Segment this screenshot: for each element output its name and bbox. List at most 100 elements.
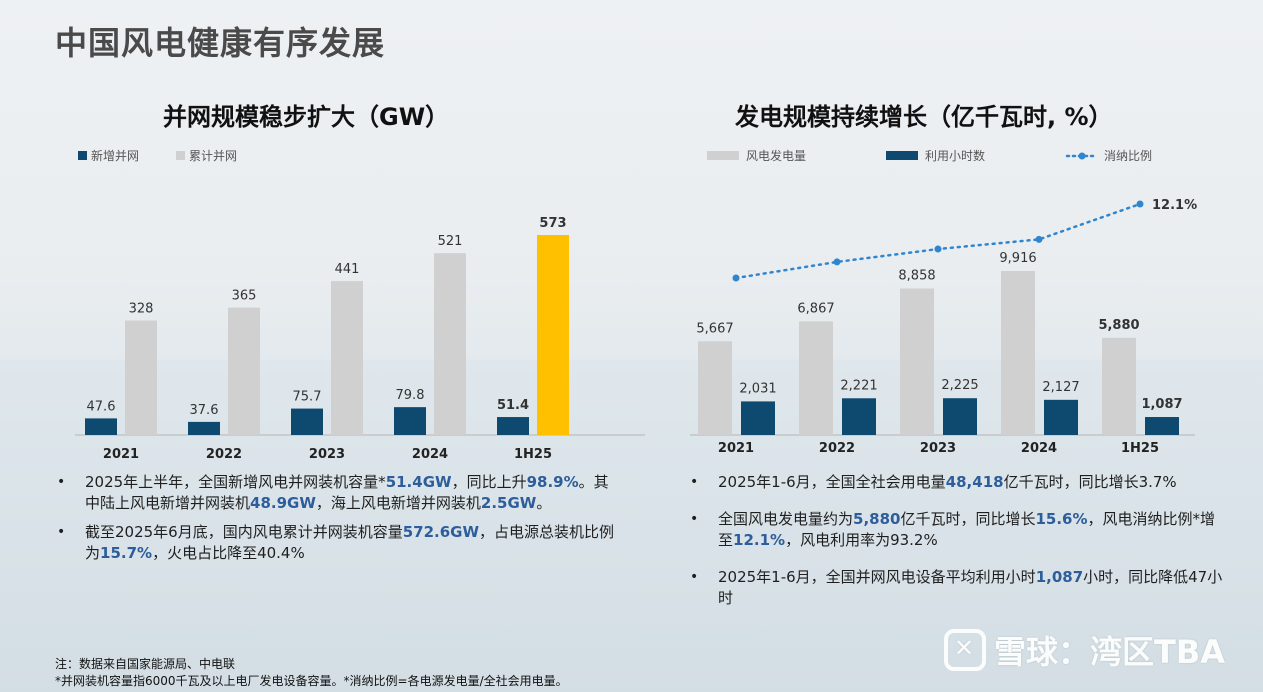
- label-hours-2023: 2,225: [941, 378, 978, 393]
- bullet-item: 截至2025年6月底，国内风电累计并网装机容量572.6GW，占电源总装机比例为…: [55, 522, 615, 564]
- label-cumulative-1H25: 573: [539, 216, 566, 231]
- bullet-item: 2025年1-6月，全国并网风电设备平均利用小时1,087小时，同比降低47小时: [688, 567, 1223, 609]
- highlight-value: 15.6%: [1035, 510, 1088, 528]
- label-cumulative-2021: 328: [129, 302, 154, 317]
- right-chart: 风电发电量 利用小时数 消纳比例 5,667 2,031 2021 6,867 2,221 20…: [690, 148, 1197, 456]
- bullet-item: 全国风电发电量约为5,880亿千瓦时，同比增长15.6%，风电消纳比例*增至12…: [688, 509, 1223, 551]
- bullet-text: 亿千瓦时，同比增长3.7%: [1003, 473, 1177, 491]
- label-cumulative-2024: 521: [438, 234, 463, 249]
- label-hours-1H25: 1,087: [1141, 397, 1182, 412]
- legend-swatch-hours: [886, 151, 918, 160]
- highlight-value: 1,087: [1035, 568, 1084, 586]
- label-new-2023: 75.7: [293, 390, 322, 405]
- xueqiu-logo-icon: [944, 629, 986, 671]
- bar-generation-2021: [698, 341, 732, 435]
- bar-cumulative-2022: [228, 307, 260, 435]
- page-title: 中国风电健康有序发展: [55, 24, 386, 62]
- x-tick-2024: 2024: [1021, 441, 1057, 456]
- label-generation-2023: 8,858: [898, 268, 935, 283]
- highlight-value: 98.9%: [526, 473, 579, 491]
- line-ratio: [734, 202, 1142, 280]
- bar-new-1H25: [497, 417, 529, 435]
- bullet-text: 。其中陆上风电新增并网装机: [85, 473, 609, 512]
- bar-new-2023: [291, 408, 323, 435]
- label-generation-2021: 5,667: [696, 321, 733, 336]
- highlight-value: 48.9GW: [250, 494, 316, 512]
- x-tick-2023: 2023: [920, 441, 956, 456]
- bar-new-2022: [188, 421, 220, 435]
- legend-label-cumulative: 累计并网: [189, 149, 237, 163]
- x-tick-2024: 2024: [412, 447, 448, 462]
- legend-label-new: 新增并网: [91, 148, 139, 163]
- label-new-2024: 79.8: [396, 388, 425, 403]
- point-ratio-2023: [934, 245, 942, 253]
- label-generation-2022: 6,867: [797, 301, 834, 316]
- legend-swatch-new: [78, 151, 87, 160]
- watermark-text: 雪球：湾区TBA: [994, 633, 1225, 671]
- right-bullet-list: 2025年1-6月，全国全社会用电量48,418亿千瓦时，同比增长3.7% 全国风…: [688, 472, 1223, 609]
- bullet-text: 。: [536, 494, 552, 512]
- label-hours-2021: 2,031: [739, 381, 776, 396]
- x-tick-1H25: 1H25: [1121, 441, 1159, 456]
- point-ratio-1H25: [1136, 200, 1144, 208]
- highlight-value: 2.5GW: [480, 494, 537, 512]
- footnote-definitions: *并网装机容量指6000千瓦及以上电厂发电设备容量。*消纳比例=各电源发电量/全…: [55, 674, 568, 688]
- x-tick-2022: 2022: [819, 441, 855, 456]
- bullet-text: ，风电利用率为93.2%: [785, 531, 938, 549]
- bullet-text: ，占电源总装机比例为: [85, 523, 615, 562]
- x-tick-2022: 2022: [206, 447, 242, 462]
- bullet-item: 2025年上半年，全国新增风电并网装机容量*51.4GW，同比上升98.9%。其…: [55, 472, 615, 514]
- bar-hours-1H25: [1145, 417, 1179, 435]
- legend-swatch-cumulative: [176, 151, 185, 160]
- highlight-value: 48,418: [945, 473, 1004, 491]
- highlight-value: 15.7%: [100, 544, 153, 562]
- bullet-item: 2025年1-6月，全国全社会用电量48,418亿千瓦时，同比增长3.7%: [688, 472, 1223, 493]
- bullet-text: ，火电占比降至40.4%: [152, 544, 305, 562]
- label-cumulative-2023: 441: [335, 262, 360, 277]
- watermark: 雪球：湾区TBA: [944, 627, 1225, 673]
- highlight-value: 51.4GW: [385, 473, 452, 491]
- bar-generation-1H25: [1102, 337, 1136, 435]
- legend-swatch-generation: [707, 151, 739, 160]
- legend-marker-ratio: [1078, 152, 1086, 160]
- legend-label-hours: 利用小时数: [925, 148, 985, 163]
- bullet-text: 亿千瓦时，同比增长: [900, 510, 1036, 528]
- bar-generation-2024: [1001, 271, 1035, 435]
- footnote-source: 注：数据来自国家能源局、中电联: [55, 657, 236, 671]
- x-tick-1H25: 1H25: [514, 447, 552, 462]
- bullet-text: 截至2025年6月底，国内风电累计并网装机容量: [85, 523, 403, 541]
- label-generation-2024: 9,916: [999, 251, 1036, 266]
- legend-label-ratio: 消纳比例: [1104, 149, 1152, 163]
- bar-cumulative-2021: [125, 320, 157, 435]
- highlight-value: 572.6GW: [402, 523, 480, 541]
- bar-hours-2022: [842, 398, 876, 435]
- x-tick-2021: 2021: [718, 441, 754, 456]
- label-new-2021: 47.6: [87, 399, 116, 414]
- label-generation-1H25: 5,880: [1098, 318, 1139, 333]
- label-hours-2022: 2,221: [840, 378, 877, 393]
- point-ratio-2021: [732, 274, 740, 282]
- label-cumulative-2022: 365: [232, 289, 257, 304]
- bar-new-2021: [85, 418, 117, 435]
- point-ratio-2022: [833, 258, 841, 266]
- bullet-text: 2025年上半年，全国新增风电并网装机容量*: [85, 473, 386, 491]
- bar-hours-2023: [943, 398, 977, 435]
- bar-cumulative-2023: [331, 281, 363, 435]
- label-hours-2024: 2,127: [1042, 380, 1079, 395]
- bullet-text: ，海上风电新增并网装机: [315, 494, 481, 512]
- bullet-text: 小时，同比降低47小时: [718, 568, 1223, 607]
- bar-generation-2022: [799, 321, 833, 435]
- bar-new-2024: [394, 407, 426, 435]
- right-chart-title: 发电规模持续增长（亿千瓦时, %）: [735, 103, 1113, 131]
- footnotes: 注：数据来自国家能源局、中电联 *并网装机容量指6000千瓦及以上电厂发电设备容…: [55, 656, 568, 690]
- highlight-value: 5,880: [853, 510, 901, 528]
- bar-generation-2023: [900, 288, 934, 435]
- bar-hours-2024: [1044, 399, 1078, 435]
- left-chart: 新增并网 累计并网 47.6 328 2021 37.6 365 2022 75.7 441 202…: [75, 148, 645, 462]
- left-chart-title: 并网规模稳步扩大（GW）: [163, 103, 450, 131]
- legend-label-generation: 风电发电量: [746, 148, 806, 163]
- x-tick-2021: 2021: [103, 447, 139, 462]
- bullet-text: 全国风电发电量约为: [718, 510, 854, 528]
- label-ratio-1H25: 12.1%: [1152, 198, 1197, 213]
- bar-cumulative-1H25: [537, 235, 569, 435]
